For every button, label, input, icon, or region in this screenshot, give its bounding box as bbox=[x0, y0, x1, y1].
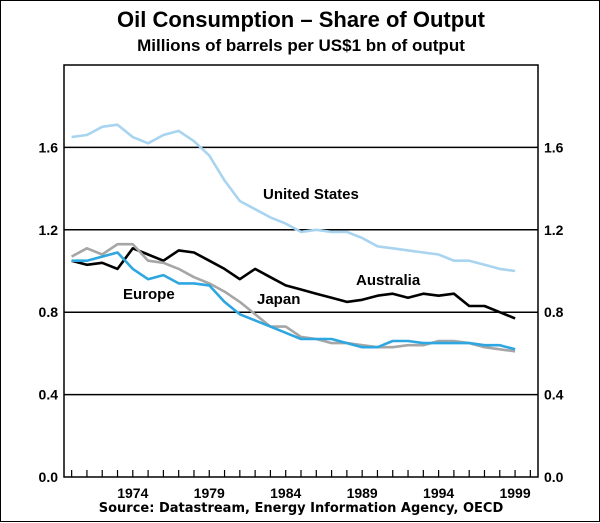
x-tick-label: 1999 bbox=[499, 485, 530, 501]
series-label-united-states: United States bbox=[263, 186, 359, 203]
series-line-japan bbox=[70, 242, 516, 353]
series-label-japan: Japan bbox=[257, 291, 300, 308]
chart-title: Oil Consumption – Share of Output bbox=[117, 7, 485, 32]
y-tick-label-left: 0.4 bbox=[39, 387, 59, 403]
series-label-australia: Australia bbox=[356, 272, 421, 289]
y-tick-label-left: 1.2 bbox=[39, 222, 59, 238]
y-tick-label-right: 1.2 bbox=[544, 222, 564, 238]
y-tick-label-right: 0.4 bbox=[544, 387, 564, 403]
y-axis-right: 0.0 0.4 0.8 1.2 1.6 bbox=[544, 139, 564, 485]
series-line-united-states bbox=[71, 123, 516, 273]
chart-source: Source: Datastream, Energy Information A… bbox=[99, 501, 504, 516]
x-axis-ticks bbox=[71, 470, 531, 477]
series-label-europe: Europe bbox=[123, 286, 175, 303]
y-tick-label-left: 1.6 bbox=[39, 139, 59, 155]
series-layer bbox=[70, 123, 516, 353]
x-tick-label: 1979 bbox=[194, 485, 225, 501]
x-tick-label: 1974 bbox=[117, 485, 148, 501]
x-tick-label: 1984 bbox=[270, 485, 301, 501]
x-axis: 1974 1979 1984 1989 1994 1999 bbox=[117, 485, 531, 501]
y-tick-label-left: 0.0 bbox=[39, 469, 59, 485]
y-tick-label-left: 0.8 bbox=[39, 304, 59, 320]
x-tick-label: 1994 bbox=[423, 485, 454, 501]
y-tick-label-right: 1.6 bbox=[544, 139, 564, 155]
x-tick-label: 1989 bbox=[347, 485, 378, 501]
gridlines bbox=[64, 146, 538, 396]
y-tick-label-right: 0.8 bbox=[544, 304, 564, 320]
y-tick-label-right: 0.0 bbox=[544, 469, 564, 485]
series-line-australia bbox=[71, 247, 516, 320]
series-line-europe bbox=[71, 251, 516, 351]
chart-subtitle: Millions of barrels per US$1 bn of outpu… bbox=[137, 36, 465, 55]
y-axis-left: 0.0 0.4 0.8 1.2 1.6 bbox=[39, 139, 59, 485]
